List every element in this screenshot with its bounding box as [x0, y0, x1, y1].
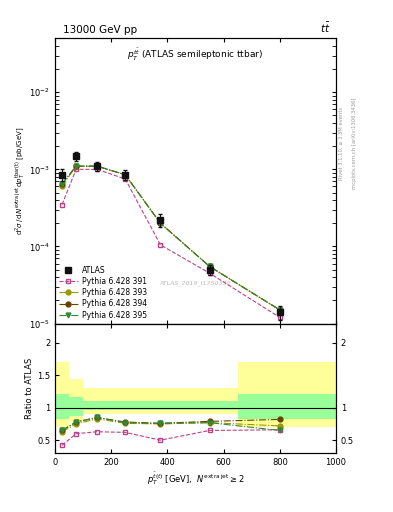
Legend: ATLAS, Pythia 6.428 391, Pythia 6.428 393, Pythia 6.428 394, Pythia 6.428 395: ATLAS, Pythia 6.428 391, Pythia 6.428 39… — [59, 266, 147, 319]
Text: Rivet 3.1.10, ≥ 3.3M events: Rivet 3.1.10, ≥ 3.3M events — [339, 106, 344, 180]
Y-axis label: Ratio to ATLAS: Ratio to ATLAS — [25, 358, 34, 419]
Text: $p_T^{t\bar{t}}$ (ATLAS semileptonic ttbar): $p_T^{t\bar{t}}$ (ATLAS semileptonic ttb… — [127, 47, 264, 63]
Text: 13000 GeV pp: 13000 GeV pp — [63, 25, 137, 35]
Text: $t\bar{t}$: $t\bar{t}$ — [320, 20, 330, 35]
Text: ATLAS_2019_I1750330: ATLAS_2019_I1750330 — [160, 281, 231, 286]
X-axis label: $p_T^{\bar{t}(t)}$ [GeV],  $N^{\mathrm{extra\,jet}} \geq 2$: $p_T^{\bar{t}(t)}$ [GeV], $N^{\mathrm{ex… — [147, 470, 244, 486]
Text: mcplots.cern.ch [arXiv:1306.3436]: mcplots.cern.ch [arXiv:1306.3436] — [352, 98, 357, 189]
Y-axis label: $\mathrm{d}^2\sigma\,/\,\mathrm{d}N^\mathrm{extra\,jet}\,\mathrm{d}p_T^\mathrm{t: $\mathrm{d}^2\sigma\,/\,\mathrm{d}N^\mat… — [13, 127, 28, 235]
